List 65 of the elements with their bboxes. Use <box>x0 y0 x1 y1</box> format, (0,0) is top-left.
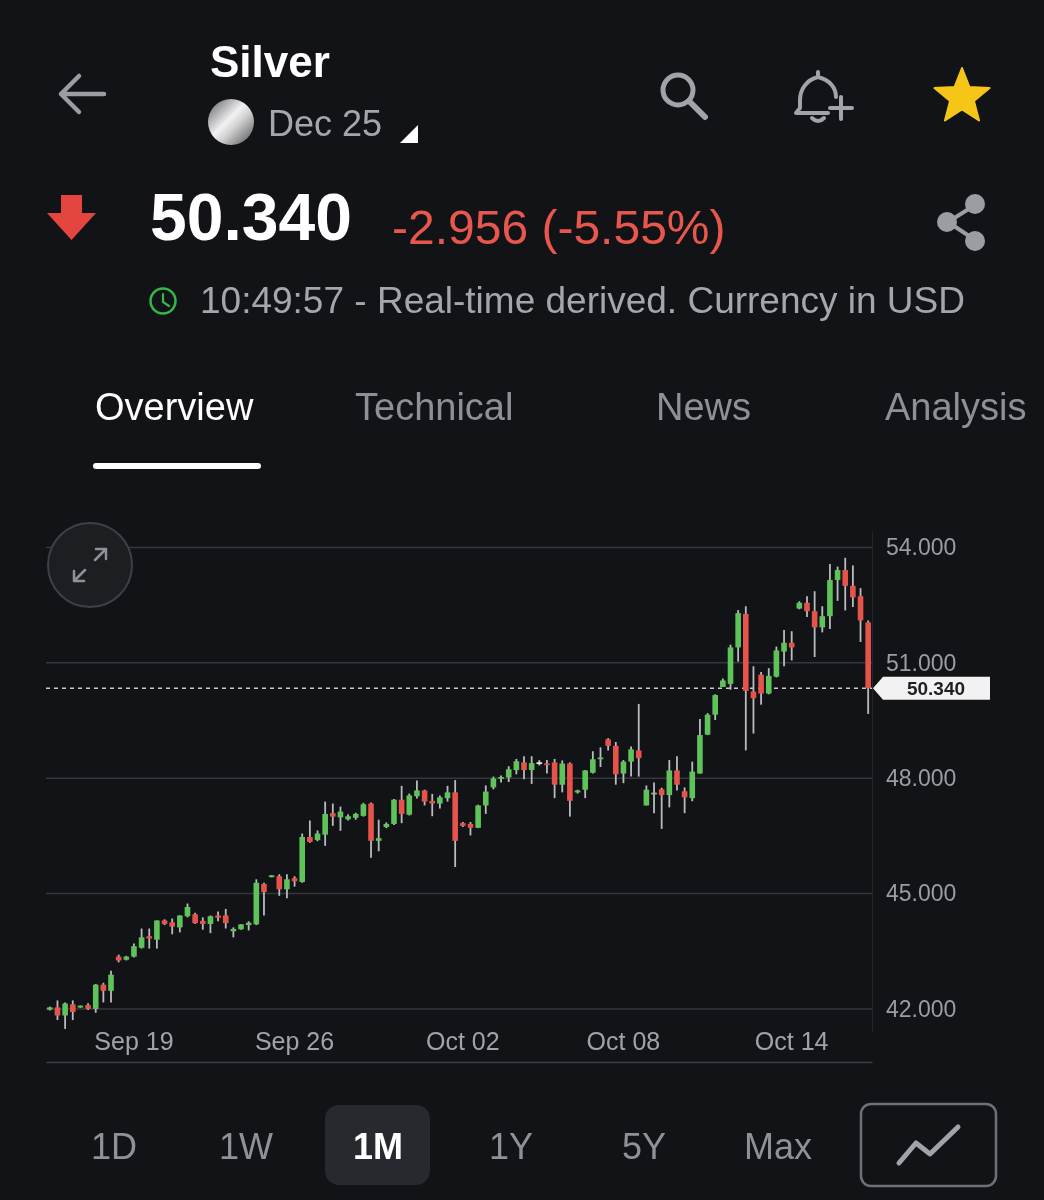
chart-title: Silver <box>210 37 330 86</box>
y-tick-label: 54.000 <box>886 534 957 561</box>
candlestick <box>620 759 627 785</box>
candlestick <box>322 800 328 847</box>
text: Overview <box>95 386 254 428</box>
candlestick <box>758 671 764 706</box>
candlestick <box>521 755 527 781</box>
candlestick <box>482 784 489 815</box>
text: 5Y <box>621 1126 667 1167</box>
ref-line-label: 50.340 <box>906 677 966 699</box>
candlestick <box>658 786 665 830</box>
y-tick-label: 45.000 <box>886 880 957 907</box>
candlestick <box>62 1001 68 1030</box>
candlestick <box>628 745 634 778</box>
candlestick <box>674 755 680 792</box>
candlestick <box>635 703 642 778</box>
candlestick <box>222 908 229 930</box>
candlestick <box>276 873 283 897</box>
y-tick-label: 42.000 <box>886 995 957 1022</box>
x-tick-label: Oct 14 <box>754 1027 829 1055</box>
text: -2.956 (-5.55%) <box>392 201 726 254</box>
candlestick <box>375 818 382 853</box>
candlestick <box>330 802 336 827</box>
text: 50.340 <box>150 180 352 254</box>
candlestick <box>781 629 787 668</box>
candlestick <box>712 693 719 721</box>
candlestick <box>597 746 604 768</box>
candlestick <box>544 759 550 775</box>
x-tick-label: Sep 26 <box>254 1027 335 1055</box>
candlestick <box>284 873 290 900</box>
x-tick-label: Oct 08 <box>586 1027 661 1055</box>
candlestick <box>819 605 826 634</box>
text: Technical <box>355 386 514 428</box>
candlestick <box>199 916 206 931</box>
candlestick <box>842 556 849 612</box>
candlestick <box>138 927 145 950</box>
candlestick <box>429 793 436 818</box>
candlestick <box>850 564 856 608</box>
candlestick <box>804 595 810 618</box>
candlestick <box>108 969 114 1004</box>
text: 1M <box>352 1126 404 1167</box>
y-tick-label: 51.000 <box>886 649 957 676</box>
y-tick-label: 48.000 <box>886 765 957 792</box>
chart-subtitle: Dec 25 <box>268 103 383 144</box>
text: 1W <box>219 1126 274 1167</box>
candlestick <box>582 769 588 800</box>
x-tick-label: Sep 19 <box>94 1027 174 1055</box>
candlestick <box>551 758 558 800</box>
candlestick <box>528 755 535 785</box>
candlestick <box>414 779 420 800</box>
text: Analysis <box>885 386 1027 428</box>
text: Max <box>743 1126 813 1167</box>
candlestick <box>146 927 153 950</box>
candlestick <box>590 750 596 775</box>
text: 10:49:57 - Real-time derived. Currency in USD <box>200 280 965 321</box>
text: 1Y <box>488 1126 534 1167</box>
text: News <box>656 386 752 428</box>
candlestick <box>261 881 267 917</box>
candlestick <box>765 667 772 696</box>
x-tick-label: Oct 02 <box>426 1027 500 1055</box>
candlestick <box>559 759 566 794</box>
candlestick <box>307 819 313 844</box>
text: 1D <box>90 1126 138 1167</box>
candlestick <box>154 919 160 950</box>
candlestick <box>69 999 76 1021</box>
